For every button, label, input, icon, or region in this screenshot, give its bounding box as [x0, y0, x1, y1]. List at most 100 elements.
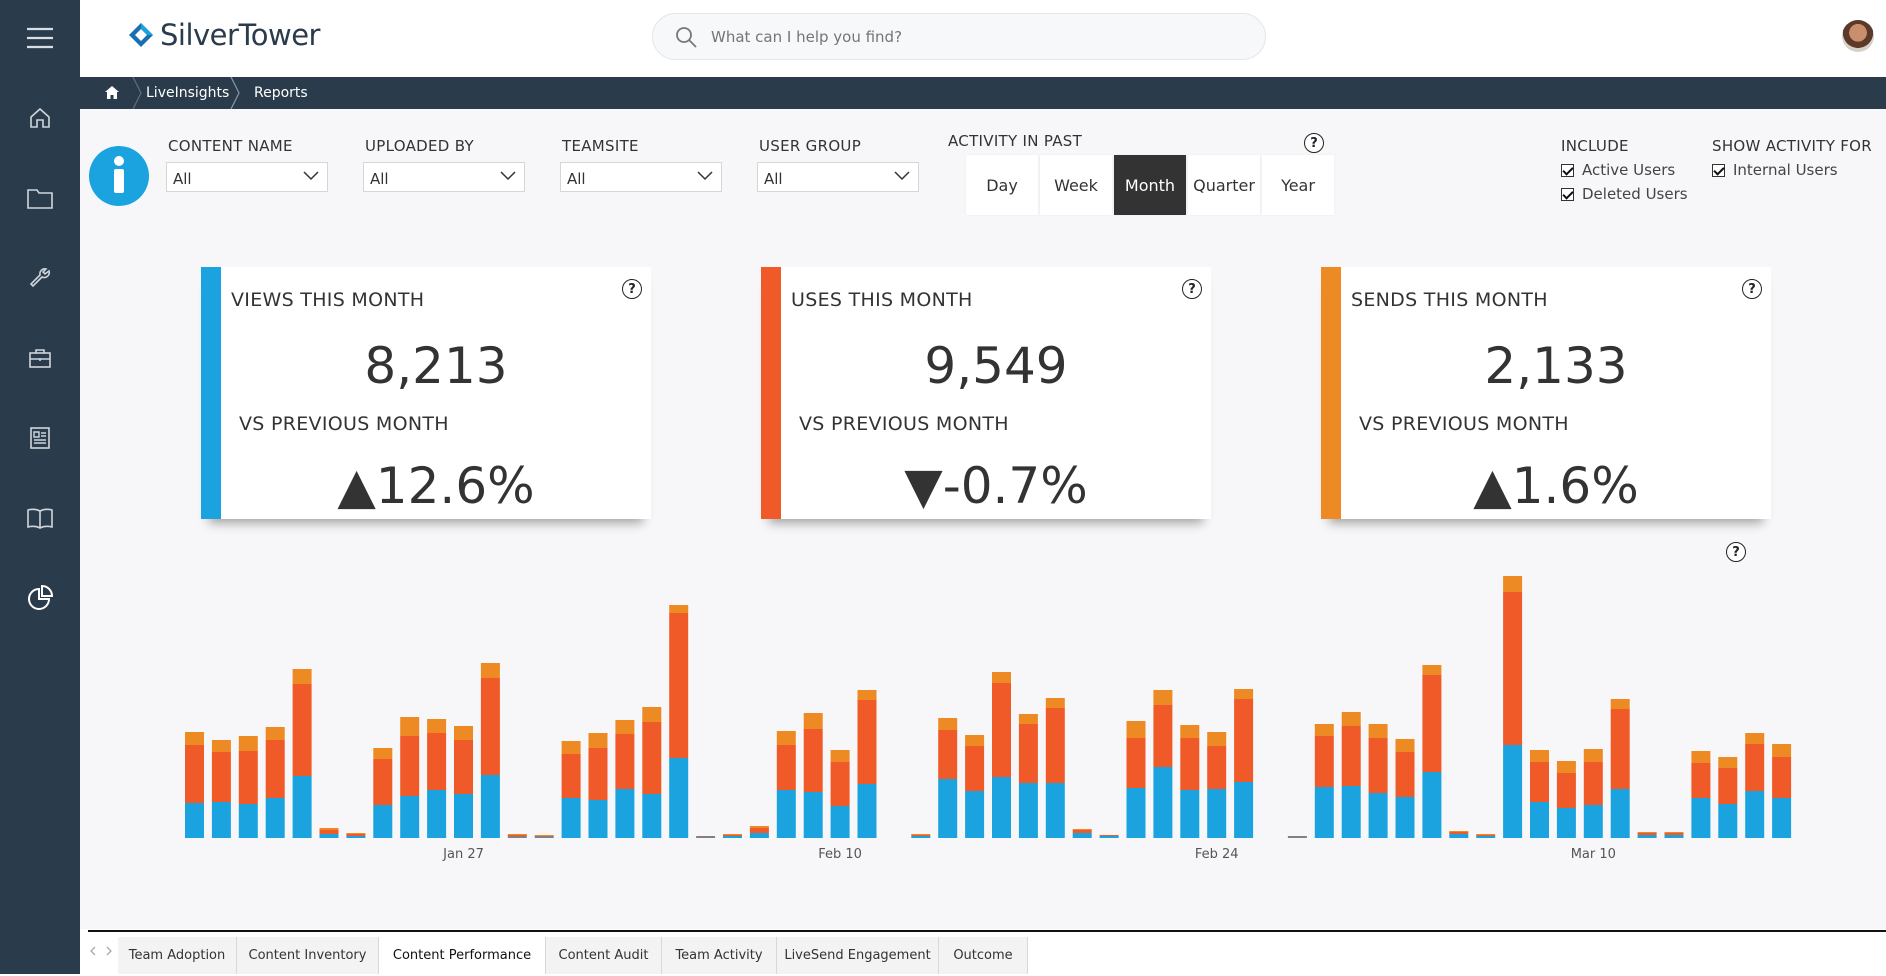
bar-segment-0-2[interactable] [238, 804, 258, 838]
bar-segment-0-18[interactable] [669, 758, 689, 838]
bar-segment-1-58[interactable] [1745, 744, 1765, 791]
bar-segment-0-7[interactable] [373, 805, 393, 838]
bar-segment-0-43[interactable] [1341, 786, 1361, 838]
bar-segment-2-14[interactable] [561, 741, 581, 754]
bar-segment-1-45[interactable] [1395, 752, 1415, 797]
bar-segment-1-19[interactable] [696, 836, 716, 837]
bar-segment-1-17[interactable] [642, 722, 662, 794]
bar-segment-2-23[interactable] [803, 713, 823, 729]
bar-segment-1-18[interactable] [669, 613, 689, 758]
bar-segment-0-13[interactable] [534, 837, 554, 838]
home-icon[interactable] [104, 85, 120, 100]
bar-segment-1-48[interactable] [1476, 835, 1496, 836]
bar-segment-0-9[interactable] [427, 790, 447, 838]
bar-segment-1-34[interactable] [1099, 835, 1119, 836]
book-icon[interactable] [20, 498, 60, 538]
bar-segment-2-39[interactable] [1234, 689, 1254, 699]
bar-segment-0-55[interactable] [1664, 835, 1684, 838]
bar-segment-1-12[interactable] [507, 835, 527, 837]
bar-segment-0-25[interactable] [857, 784, 877, 838]
bar-segment-1-10[interactable] [454, 740, 473, 794]
bar-segment-0-47[interactable] [1449, 834, 1469, 838]
avatar[interactable] [1842, 20, 1874, 52]
bar-segment-1-49[interactable] [1503, 592, 1523, 745]
info-icon[interactable] [88, 145, 150, 207]
bar-segment-2-1[interactable] [211, 740, 231, 752]
bar-segment-1-53[interactable] [1610, 709, 1630, 789]
internal-users-checkbox[interactable]: Internal Users [1712, 161, 1838, 179]
bar-segment-2-2[interactable] [238, 736, 258, 751]
bar-segment-1-16[interactable] [615, 734, 635, 789]
bar-segment-2-36[interactable] [1153, 690, 1173, 705]
bar-segment-2-58[interactable] [1745, 733, 1765, 744]
bar-segment-1-13[interactable] [534, 836, 554, 837]
bar-segment-2-55[interactable] [1664, 832, 1684, 833]
bar-segment-0-22[interactable] [776, 790, 796, 838]
help-icon[interactable]: ? [1182, 279, 1202, 299]
bar-segment-1-47[interactable] [1449, 832, 1469, 834]
bar-segment-0-42[interactable] [1314, 787, 1334, 838]
bar-segment-1-9[interactable] [427, 733, 447, 790]
bar-segment-2-25[interactable] [857, 690, 877, 700]
bar-segment-1-50[interactable] [1530, 762, 1549, 802]
bar-segment-1-52[interactable] [1583, 762, 1603, 805]
bar-segment-0-31[interactable] [1018, 783, 1038, 838]
bar-segment-0-3[interactable] [265, 798, 285, 838]
activity-option-year[interactable]: Year [1262, 155, 1334, 215]
briefcase-icon[interactable] [20, 338, 60, 378]
bar-segment-1-25[interactable] [857, 700, 877, 784]
bar-segment-0-8[interactable] [400, 796, 420, 838]
bar-segment-1-36[interactable] [1153, 705, 1173, 767]
bar-segment-2-7[interactable] [373, 748, 393, 759]
bar-segment-0-19[interactable] [696, 837, 716, 838]
bar-segment-0-24[interactable] [830, 806, 850, 838]
newspaper-icon[interactable] [20, 418, 60, 458]
bar-segment-0-58[interactable] [1745, 791, 1765, 838]
bar-segment-0-56[interactable] [1691, 798, 1711, 838]
bar-segment-1-33[interactable] [1072, 830, 1092, 833]
bar-segment-1-24[interactable] [830, 762, 850, 806]
bar-segment-2-30[interactable] [992, 672, 1011, 683]
menu-icon[interactable] [20, 18, 60, 58]
bar-segment-2-12[interactable] [507, 834, 527, 835]
bar-segment-2-57[interactable] [1718, 757, 1738, 768]
bar-segment-1-51[interactable] [1556, 773, 1576, 808]
bar-segment-1-37[interactable] [1180, 738, 1200, 790]
bar-segment-0-44[interactable] [1368, 793, 1388, 838]
bar-segment-2-10[interactable] [454, 726, 473, 740]
bar-segment-2-54[interactable] [1637, 832, 1657, 833]
bar-segment-0-30[interactable] [992, 777, 1011, 838]
bar-segment-2-11[interactable] [480, 663, 500, 678]
tab-team-adoption[interactable]: Team Adoption [118, 937, 237, 974]
bar-segment-1-30[interactable] [992, 683, 1011, 777]
bar-segment-0-35[interactable] [1126, 788, 1146, 838]
bar-segment-1-6[interactable] [346, 834, 366, 836]
bar-segment-2-35[interactable] [1126, 721, 1146, 738]
bar-segment-1-0[interactable] [185, 745, 204, 803]
search-bar[interactable] [652, 13, 1266, 60]
bar-segment-2-37[interactable] [1180, 725, 1200, 738]
bar-segment-1-3[interactable] [265, 740, 285, 798]
bar-segment-2-53[interactable] [1610, 699, 1630, 709]
bar-segment-2-17[interactable] [642, 707, 662, 722]
pie-chart-icon[interactable] [20, 578, 60, 618]
bar-segment-1-15[interactable] [588, 748, 608, 800]
bar-segment-0-36[interactable] [1153, 767, 1173, 838]
bar-segment-0-4[interactable] [292, 776, 312, 838]
bar-segment-1-39[interactable] [1234, 699, 1254, 782]
tab-scroll-right-icon[interactable] [104, 946, 114, 956]
user-group-dropdown[interactable]: All [757, 162, 919, 192]
bar-segment-1-11[interactable] [480, 678, 500, 775]
bar-segment-1-2[interactable] [238, 751, 258, 804]
bar-segment-2-48[interactable] [1476, 834, 1496, 835]
bar-segment-0-52[interactable] [1583, 805, 1603, 838]
bar-segment-1-27[interactable] [911, 835, 931, 836]
bar-segment-2-31[interactable] [1018, 714, 1038, 724]
tab-team-activity[interactable]: Team Activity [662, 937, 777, 974]
tab-outcome[interactable]: Outcome [939, 937, 1028, 974]
help-icon[interactable]: ? [1742, 279, 1762, 299]
bar-segment-2-8[interactable] [400, 717, 420, 736]
bar-segment-1-4[interactable] [292, 684, 312, 776]
home-icon[interactable] [20, 98, 60, 138]
tab-livesend-engagement[interactable]: LiveSend Engagement [777, 937, 939, 974]
